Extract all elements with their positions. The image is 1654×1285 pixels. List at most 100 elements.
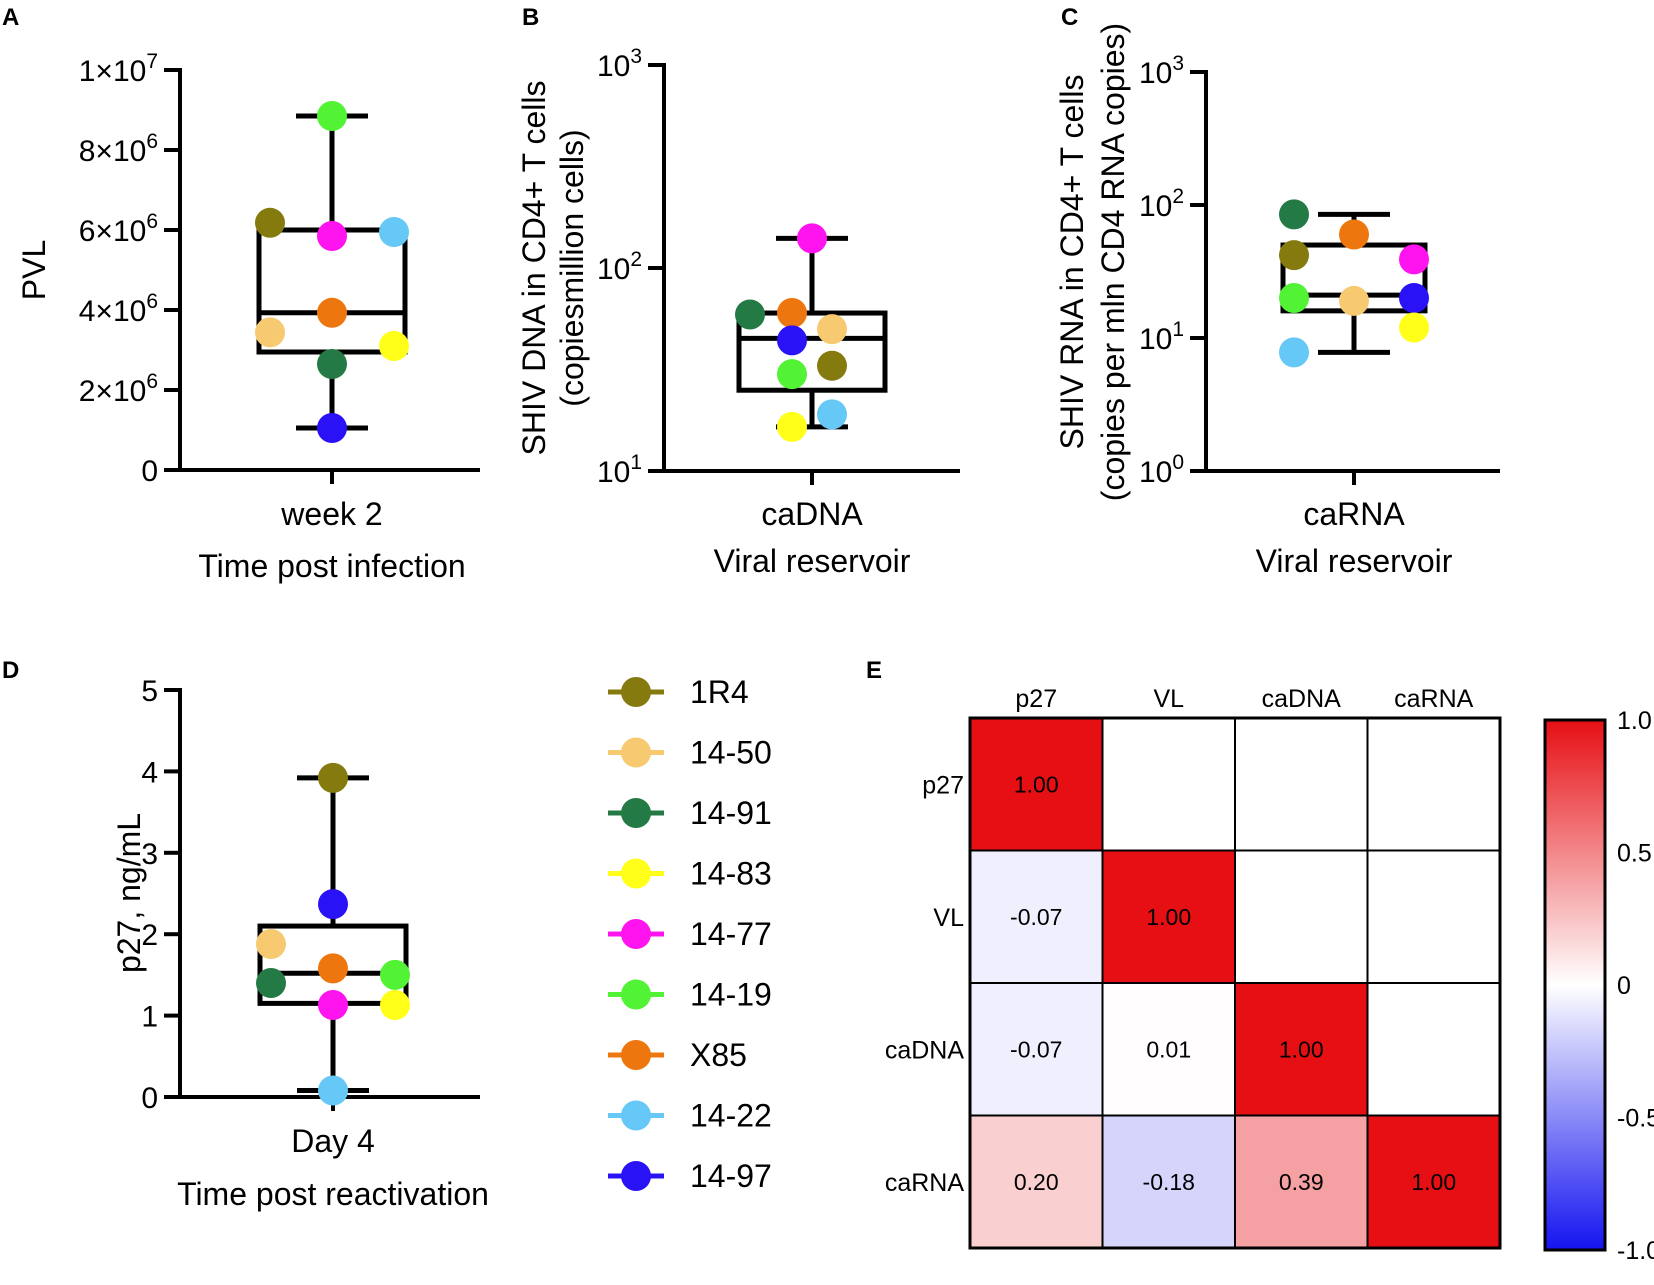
legend-label-14-77: 14-77 <box>690 916 772 952</box>
data-point-14-22 <box>318 1075 348 1106</box>
data-point-14-50 <box>255 317 285 348</box>
heatmap-cell <box>969 849 1104 984</box>
heatmap-cell-value: -0.18 <box>1143 1169 1195 1195</box>
heatmap-cell <box>1366 982 1501 1117</box>
legend-marker-14-83 <box>621 858 651 889</box>
y-tick-label: 8×106 <box>79 130 158 168</box>
x-axis-title: Viral reservoir <box>714 543 911 579</box>
y-tick-label: 4 <box>141 756 158 789</box>
heatmap-cell-value: 1.00 <box>1279 1036 1324 1062</box>
x-axis-title: Time post reactivation <box>177 1176 489 1212</box>
y-axis-title-line2: (copiesmillion cells) <box>554 129 590 406</box>
heatmap-border <box>968 716 1502 1250</box>
heatmap-col-label-p27: p27 <box>1015 685 1057 713</box>
heatmap-cell-value: 1.00 <box>1146 904 1191 930</box>
data-point-14-83 <box>1399 312 1429 343</box>
y-tick-label: 0 <box>141 455 158 488</box>
legend-label-14-19: 14-19 <box>690 977 772 1013</box>
panel-label-d: D <box>2 657 19 684</box>
data-point-14-83 <box>380 990 410 1021</box>
heatmap-cell <box>1366 849 1501 984</box>
y-tick-label: 102 <box>597 248 642 286</box>
y-axis-title: p27, ng/mL <box>111 813 147 973</box>
data-point-X85 <box>1339 219 1369 250</box>
heatmap-cell-value: -0.07 <box>1010 1036 1062 1062</box>
legend-label-14-83: 14-83 <box>690 856 772 892</box>
data-point-14-22 <box>379 217 409 247</box>
panel-label-c: C <box>1061 4 1078 31</box>
x-category-label: Day 4 <box>291 1123 375 1159</box>
data-point-14-50 <box>1339 285 1369 316</box>
data-point-14-83 <box>379 331 409 361</box>
data-point-14-77 <box>317 221 347 251</box>
colorbar-tick-label: -0.5 <box>1617 1105 1654 1133</box>
heatmap-col-label-caDNA: caDNA <box>1262 685 1342 713</box>
legend-label-1R4: 1R4 <box>690 674 749 710</box>
y-tick-label: 2×106 <box>79 370 158 408</box>
y-axis-title: SHIV DNA in CD4+ T cells <box>516 81 552 456</box>
y-axis-title-line2: (copies per mln CD4 RNA copies) <box>1095 23 1131 501</box>
x-category-label: caDNA <box>761 496 863 532</box>
data-point-14-22 <box>1279 337 1309 368</box>
x-category-label: caRNA <box>1303 496 1405 532</box>
data-point-1R4 <box>318 762 348 793</box>
heatmap-cell <box>969 982 1104 1117</box>
data-point-14-19 <box>1279 282 1309 313</box>
data-point-1R4 <box>1279 240 1309 271</box>
heatmap-col-label-caRNA: caRNA <box>1394 685 1474 713</box>
heatmap-cell <box>1234 982 1369 1117</box>
heatmap-cell <box>969 1114 1104 1249</box>
colorbar-tick-label: -1.0 <box>1617 1237 1654 1265</box>
panel-b-cadna-chart: 101 102 103 caDNA Viral reservoir SHIV DNA in… <box>516 45 960 579</box>
heatmap-cell-value: 1.00 <box>1014 771 1059 797</box>
heatmap-cell <box>1101 717 1236 852</box>
heatmap-cell <box>1234 717 1369 852</box>
y-tick-label: 103 <box>597 45 642 83</box>
y-tick-label: 101 <box>597 451 642 489</box>
data-point-14-50 <box>817 314 847 345</box>
legend-label-X85: X85 <box>690 1037 747 1073</box>
x-axis-title: Time post infection <box>198 548 465 584</box>
legend-marker-1R4 <box>621 677 651 707</box>
colorbar-tick-label: 0 <box>1617 972 1631 1000</box>
y-tick-label: 3 <box>141 838 158 871</box>
data-point-14-97 <box>318 889 348 920</box>
legend-marker-14-77 <box>621 919 651 949</box>
heatmap-row-label-VL: VL <box>933 904 964 932</box>
data-point-14-22 <box>817 399 847 430</box>
legend-label-14-91: 14-91 <box>690 795 772 831</box>
data-point-14-83 <box>777 411 807 442</box>
panel-label-e: E <box>866 657 882 684</box>
data-point-14-19 <box>777 359 807 390</box>
heatmap-cell-value: 0.20 <box>1014 1169 1059 1195</box>
heatmap-cell-value: 1.00 <box>1411 1169 1456 1195</box>
y-tick-label: 5 <box>141 675 158 708</box>
panel-d-p27-chart: 0 1 2 3 4 5 Day 4 Time post reactivation p27, ng… <box>111 675 489 1212</box>
data-point-14-91 <box>735 299 765 330</box>
y-axis-title: SHIV RNA in CD4+ T cells <box>1054 75 1090 450</box>
data-point-14-50 <box>256 928 286 959</box>
legend-label-14-22: 14-22 <box>690 1098 772 1134</box>
data-point-1R4 <box>255 207 285 238</box>
data-point-14-97 <box>777 325 807 356</box>
colorbar-tick-label: 1.0 <box>1617 707 1652 735</box>
data-point-14-97 <box>317 413 347 443</box>
y-tick-label: 4×106 <box>79 290 158 328</box>
heatmap-cell <box>1366 717 1501 852</box>
data-point-X85 <box>318 953 348 984</box>
panel-c-carna-chart: 100 101 102 103 caRNA Viral reservoir SHIV RNA… <box>1054 23 1500 579</box>
data-point-14-77 <box>318 990 348 1021</box>
heatmap-cell-value: 0.01 <box>1146 1036 1191 1062</box>
y-axis-title: PVL <box>16 240 52 300</box>
heatmap-cell <box>1234 1114 1369 1249</box>
y-tick-label: 103 <box>1139 52 1184 90</box>
data-point-14-19 <box>317 101 347 131</box>
data-point-14-97 <box>1399 282 1429 313</box>
heatmap-col-label-VL: VL <box>1153 685 1184 713</box>
y-tick-label: 100 <box>1139 451 1184 489</box>
colorbar-tick-label: 0.5 <box>1617 840 1652 868</box>
data-point-14-91 <box>256 968 286 999</box>
panel-label-a: A <box>2 4 19 31</box>
